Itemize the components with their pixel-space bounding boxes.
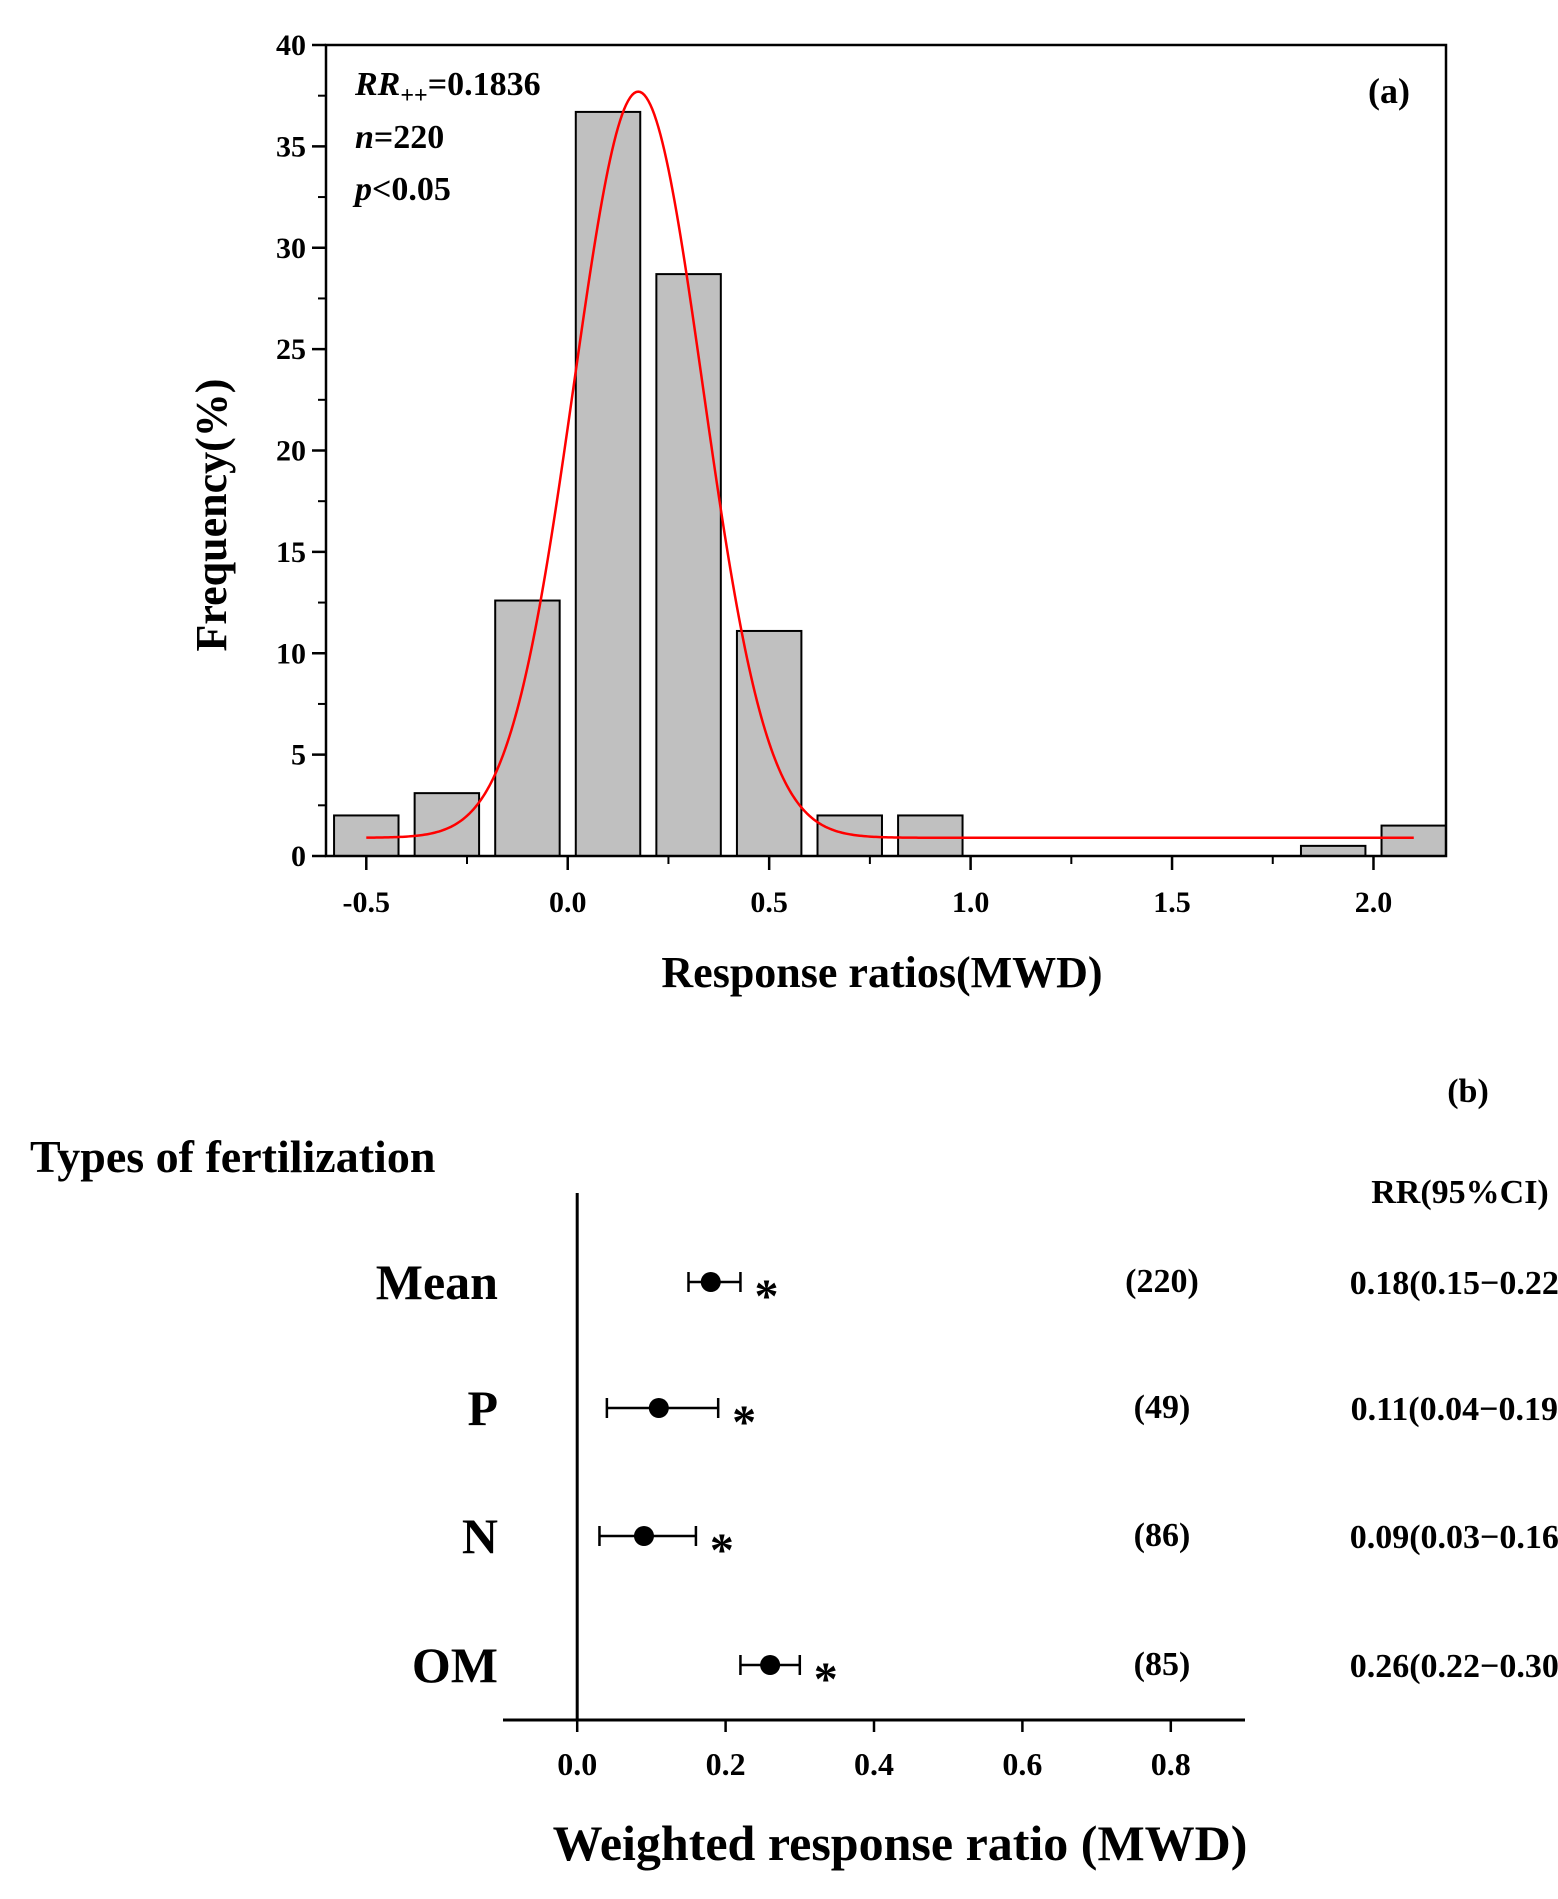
y-tick-label: 40 — [276, 29, 306, 62]
point-estimate — [760, 1655, 781, 1675]
point-estimate — [700, 1272, 721, 1292]
significance-marker: * — [710, 1524, 734, 1577]
histogram-tick-labels: -0.5 0.0 0.5 1.0 1.5 2.0 0 5 10 15 20 25 30 35 40 — [276, 29, 1392, 919]
gaussian-fit-curve — [366, 90, 1414, 839]
forest-row: OM * (85) 0.26(0.22−0.30) — [412, 1637, 1558, 1706]
histogram-bar — [1380, 824, 1447, 858]
histogram-y-axis-title: Frequency(%) — [187, 379, 236, 652]
forest-plot-panel: (b) Types of fertilization RR(95%CI) Mea… — [30, 1073, 1558, 1871]
forest-tick-labels: 0.0 0.2 0.4 0.6 0.8 — [557, 1746, 1191, 1782]
histogram-bar — [413, 792, 481, 858]
stats-annotation-line: RR++=0.1836 — [354, 66, 541, 109]
y-tick-label: 15 — [276, 536, 306, 569]
histogram-axes — [312, 43, 1448, 870]
forest-x-tick-label: 0.2 — [706, 1746, 746, 1782]
point-estimate — [648, 1398, 669, 1418]
rr-ci-value: 0.26(0.22−0.30) — [1350, 1648, 1558, 1685]
forest-row: P * (49) 0.11(0.04−0.19) — [467, 1380, 1558, 1449]
histogram-x-axis-title: Response ratios(MWD) — [661, 948, 1102, 997]
forest-x-tick-label: 0.8 — [1151, 1746, 1191, 1782]
histogram-frame — [324, 43, 1448, 858]
forest-axes — [503, 1193, 1245, 1732]
forest-row: N * (86) 0.09(0.03−0.16) — [462, 1508, 1558, 1577]
histogram-bars — [333, 110, 1447, 858]
forest-x-tick-label: 0.4 — [854, 1746, 894, 1782]
significance-marker: * — [732, 1396, 756, 1449]
histogram-bar — [897, 814, 964, 858]
forest-row-header: Types of fertilization — [30, 1131, 435, 1182]
y-tick-label: 25 — [276, 333, 306, 366]
y-tick-label: 20 — [276, 435, 306, 468]
row-label: Mean — [376, 1254, 498, 1310]
y-tick-label: 35 — [276, 130, 306, 163]
x-tick-label: 0.5 — [750, 886, 788, 919]
y-tick-label: 10 — [276, 637, 306, 670]
x-tick-label: 2.0 — [1355, 886, 1393, 919]
forest-x-tick-label: 0.0 — [557, 1746, 597, 1782]
sample-size: (220) — [1125, 1263, 1199, 1300]
forest-rows: Mean * (220) 0.18(0.15−0.22) P * (49) 0.11(0.04… — [376, 1254, 1558, 1706]
y-tick-label: 30 — [276, 232, 306, 265]
histogram-bar — [333, 814, 400, 858]
stats-annotation: RR++=0.1836 n=220 p<0.05 — [352, 66, 541, 208]
x-tick-label: 1.0 — [952, 886, 990, 919]
forest-x-axis-title: Weighted response ratio (MWD) — [553, 1815, 1248, 1871]
y-tick-label: 0 — [291, 840, 306, 873]
forest-row: Mean * (220) 0.18(0.15−0.22) — [376, 1254, 1558, 1323]
panel-b-label: (b) — [1447, 1073, 1489, 1110]
y-tick-label: 5 — [291, 739, 306, 772]
point-estimate — [633, 1526, 654, 1546]
histogram-bar — [655, 273, 722, 858]
forest-x-tick-label: 0.6 — [1002, 1746, 1042, 1782]
sample-size: (86) — [1134, 1517, 1191, 1554]
sample-size: (49) — [1134, 1389, 1191, 1426]
significance-marker: * — [754, 1270, 778, 1323]
panel-a-label: (a) — [1368, 71, 1410, 111]
histogram-bar — [494, 599, 561, 857]
x-tick-label: 1.5 — [1153, 886, 1191, 919]
significance-marker: * — [814, 1653, 838, 1706]
row-label: P — [467, 1380, 498, 1436]
stats-annotation-line: n=220 — [355, 119, 444, 156]
histogram-panel: -0.5 0.0 0.5 1.0 1.5 2.0 0 5 10 15 20 25 30 35 40 RR++… — [187, 29, 1448, 997]
histogram-bar — [574, 110, 642, 858]
stats-annotation-line: p<0.05 — [352, 171, 451, 208]
rr-ci-value: 0.11(0.04−0.19) — [1351, 1391, 1558, 1428]
rr-ci-value: 0.18(0.15−0.22) — [1350, 1265, 1558, 1302]
rr-ci-value: 0.09(0.03−0.16) — [1350, 1519, 1558, 1556]
row-label: N — [462, 1508, 498, 1564]
forest-ci-header: RR(95%CI) — [1371, 1174, 1549, 1211]
sample-size: (85) — [1134, 1646, 1191, 1683]
x-tick-label: -0.5 — [343, 886, 391, 919]
histogram-bar — [1299, 844, 1367, 857]
row-label: OM — [412, 1637, 498, 1693]
fit-curve-group — [366, 90, 1414, 839]
x-tick-label: 0.0 — [549, 886, 587, 919]
